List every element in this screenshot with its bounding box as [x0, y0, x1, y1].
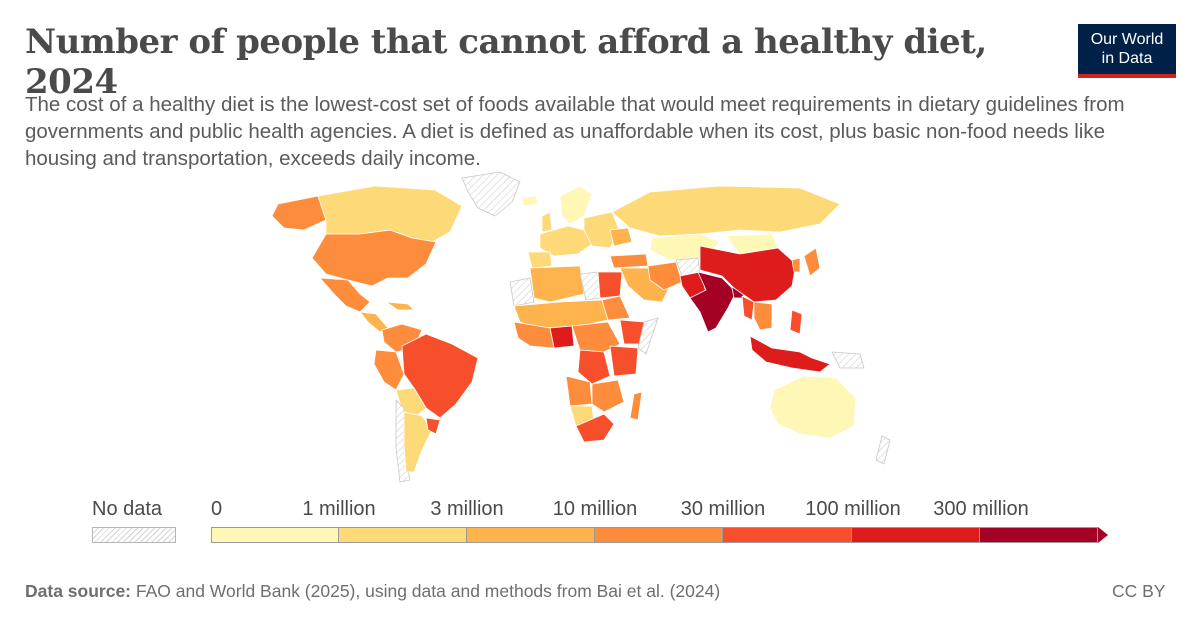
legend-bin-6: [980, 527, 1098, 543]
map-region-sudan: [601, 295, 631, 321]
legend-bin-0: [211, 527, 339, 543]
map-region-east-africa: [609, 345, 639, 377]
map-region-iberia: [527, 251, 553, 269]
map-region-north-africa: [529, 265, 585, 303]
legend-arrow: [1098, 527, 1108, 543]
map-region-iceland: [521, 195, 539, 207]
map-region-south-africa: [575, 413, 615, 443]
map-region-scandinavia: [559, 185, 593, 225]
map-region-madagascar: [629, 391, 643, 421]
map-region-thailand-indochina: [753, 301, 773, 331]
legend-bin-5: [852, 527, 980, 543]
chart-title: Number of people that cannot afford a he…: [25, 22, 987, 102]
map-region-greenland: [461, 171, 521, 217]
map-region-somalia: [637, 317, 659, 355]
map-region-philippines: [789, 309, 803, 335]
legend-no-data-swatch: [92, 527, 176, 543]
data-source-label: Data source:: [25, 581, 132, 601]
map-region-central-america: [359, 311, 389, 333]
map-region-uruguay: [425, 417, 441, 435]
map-region-new-zealand: [875, 435, 891, 465]
map-legend: No data 0 1 million 3 million 10 million…: [0, 495, 1200, 555]
data-source: Data source: FAO and World Bank (2025), …: [25, 581, 720, 602]
map-region-sahel: [513, 299, 609, 329]
legend-tick-6: 300 million: [933, 498, 1029, 520]
map-region-japan: [803, 247, 821, 277]
map-region-myanmar: [741, 295, 755, 321]
world-map: [271, 171, 891, 483]
map-region-united-states: [311, 229, 437, 287]
map-region-uk: [541, 211, 553, 233]
legend-tick-3: 10 million: [552, 498, 638, 520]
owid-logo[interactable]: Our World in Data: [1078, 24, 1176, 78]
legend-tick-5: 100 million: [805, 498, 901, 520]
legend-tick-1: 1 million: [302, 498, 376, 520]
map-region-iran: [647, 261, 683, 291]
legend-tick-0: 0: [211, 498, 223, 520]
map-region-indonesia: [749, 335, 831, 373]
map-region-dr-congo: [577, 349, 611, 385]
map-region-west-africa: [513, 321, 555, 349]
logo-line-2: in Data: [1101, 50, 1153, 67]
map-region-china: [699, 245, 797, 303]
map-region-caribbean: [385, 301, 415, 311]
chart-subtitle: The cost of a healthy diet is the lowest…: [25, 93, 1125, 170]
legend-tick-4: 30 million: [680, 498, 766, 520]
map-region-western-europe: [539, 225, 593, 257]
legend-no-data-label: No data: [92, 498, 163, 520]
map-region-argentina: [403, 411, 433, 473]
map-region-png: [831, 351, 865, 369]
logo-line-1: Our World: [1090, 31, 1164, 48]
legend-bin-2: [467, 527, 595, 543]
map-region-libya: [579, 271, 601, 301]
legend-bin-4: [723, 527, 852, 543]
map-region-alaska: [271, 195, 327, 231]
data-source-text: FAO and World Bank (2025), using data an…: [131, 581, 721, 601]
legend-bin-3: [595, 527, 723, 543]
map-region-southern-africa: [591, 379, 625, 413]
map-region-korea: [791, 257, 801, 273]
map-region-russia: [611, 185, 841, 237]
map-region-india: [689, 271, 737, 333]
legend-bin-1: [339, 527, 467, 543]
map-region-western-sahara: [509, 277, 535, 307]
map-region-brazil: [401, 333, 479, 419]
map-region-egypt: [597, 271, 623, 299]
map-region-peru: [373, 349, 405, 391]
map-region-mexico: [319, 277, 371, 313]
map-region-australia: [769, 375, 857, 439]
legend-tick-2: 3 million: [430, 498, 504, 520]
license-label[interactable]: CC BY: [1112, 581, 1166, 601]
map-region-ukraine: [609, 227, 633, 247]
map-region-turkey: [609, 253, 649, 269]
